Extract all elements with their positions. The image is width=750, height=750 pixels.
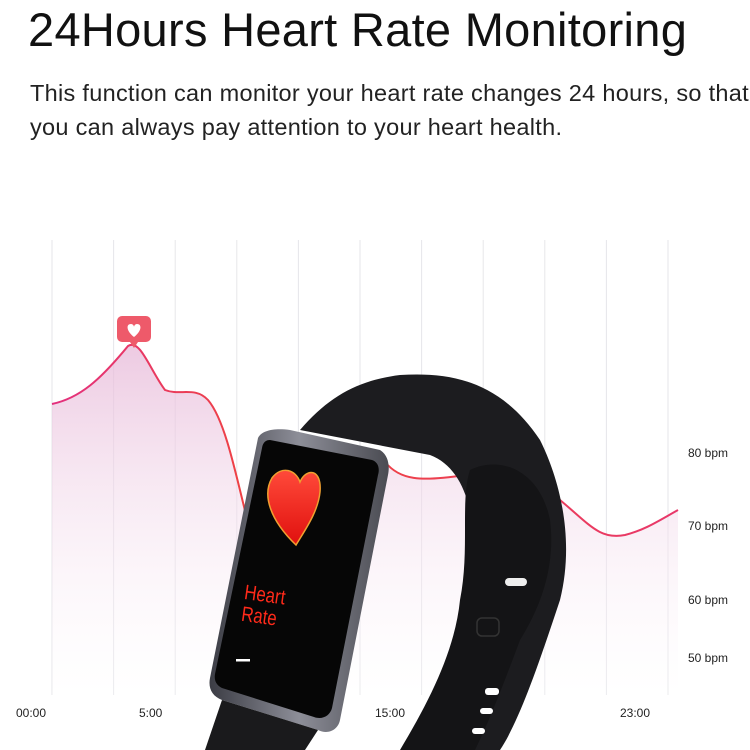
- heart-icon: [267, 469, 321, 547]
- screen-text: Heart Rate: [239, 581, 287, 631]
- y-label-70: 70 bpm: [688, 519, 729, 533]
- x-label-0000: 00:00: [16, 706, 47, 720]
- y-label-60: 60 bpm: [688, 593, 729, 607]
- x-label-1500: 15:00: [375, 706, 406, 720]
- y-label-80: 80 bpm: [688, 446, 729, 460]
- x-label-0500: 5:00: [139, 706, 163, 720]
- x-label-2300: 23:00: [620, 706, 651, 720]
- band-button: [476, 617, 500, 637]
- smart-band-image: [205, 374, 567, 750]
- y-label-50: 50 bpm: [688, 651, 729, 665]
- page-title: 24Hours Heart Rate Monitoring: [28, 3, 688, 56]
- heart-badge-icon: [117, 316, 151, 348]
- description: This function can monitor your heart rat…: [30, 80, 749, 140]
